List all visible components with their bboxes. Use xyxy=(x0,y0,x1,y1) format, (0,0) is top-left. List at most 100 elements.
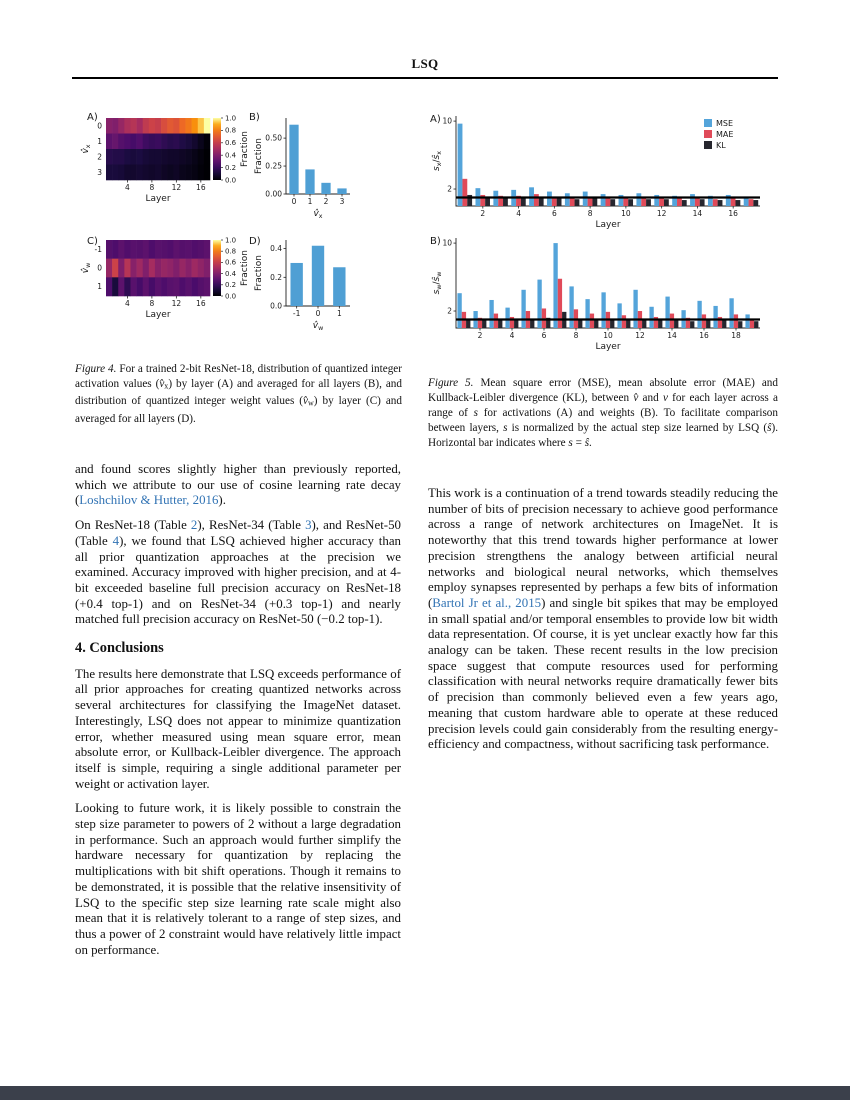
svg-text:A): A) xyxy=(430,114,441,125)
svg-text:14: 14 xyxy=(693,209,703,218)
figure4-panels: A) 0 1 2 3 4 8 12 16 Layer v̂x 1.0 0.8 0.6 0.4 0.2 0.0 Fr… xyxy=(73,104,405,358)
svg-text:B): B) xyxy=(249,112,260,123)
svg-text:1: 1 xyxy=(97,282,102,291)
svg-text:0.6: 0.6 xyxy=(225,259,237,267)
paragraph: The results here demonstrate that LSQ ex… xyxy=(75,666,401,791)
svg-text:4: 4 xyxy=(125,299,130,308)
svg-text:v̂x: v̂x xyxy=(313,208,322,220)
svg-text:Layer: Layer xyxy=(145,310,170,320)
svg-text:12: 12 xyxy=(657,209,667,218)
svg-text:KL: KL xyxy=(716,141,726,150)
svg-text:8: 8 xyxy=(149,183,154,192)
figure5-caption: Figure 5. Mean square error (MSE), mean … xyxy=(428,377,778,449)
svg-text:12: 12 xyxy=(635,331,645,340)
svg-text:Layer: Layer xyxy=(145,194,170,204)
svg-text:2: 2 xyxy=(447,307,452,316)
citation-link[interactable]: 2 xyxy=(190,518,198,533)
svg-text:8: 8 xyxy=(149,299,154,308)
svg-text:14: 14 xyxy=(667,331,677,340)
svg-text:0.25: 0.25 xyxy=(265,162,282,171)
citation-link[interactable]: Loshchilov & Hutter, 2016 xyxy=(79,493,219,508)
svg-text:MSE: MSE xyxy=(716,119,733,128)
svg-text:0.2: 0.2 xyxy=(225,164,236,172)
svg-text:MAE: MAE xyxy=(716,130,733,139)
bottom-bar xyxy=(0,1086,850,1100)
svg-text:0.8: 0.8 xyxy=(225,248,236,256)
svg-text:2: 2 xyxy=(324,197,329,206)
svg-text:0.2: 0.2 xyxy=(270,273,282,282)
svg-text:4: 4 xyxy=(510,331,515,340)
paragraph: On ResNet-18 (Table 2), ResNet-34 (Table… xyxy=(75,518,401,627)
header-rule xyxy=(72,77,778,79)
svg-text:2: 2 xyxy=(480,209,485,218)
paragraph: and found scores slightly higher than pr… xyxy=(75,462,401,508)
svg-text:1.0: 1.0 xyxy=(225,114,236,122)
svg-text:v̂w: v̂w xyxy=(80,263,92,273)
svg-text:3: 3 xyxy=(97,168,102,177)
svg-text:1: 1 xyxy=(337,309,342,318)
svg-text:v̂x: v̂x xyxy=(80,144,92,153)
section-heading: 4. Conclusions xyxy=(75,640,164,657)
figure4-caption: Figure 4. For a trained 2-bit ResNet-18,… xyxy=(75,363,402,425)
svg-text:0.0: 0.0 xyxy=(225,292,236,300)
svg-text:16: 16 xyxy=(728,209,738,218)
svg-text:v̂w: v̂w xyxy=(313,320,323,332)
svg-text:0.4: 0.4 xyxy=(225,270,237,278)
svg-text:16: 16 xyxy=(699,331,709,340)
svg-text:10: 10 xyxy=(603,331,613,340)
svg-text:-1: -1 xyxy=(95,245,103,254)
svg-text:Fraction: Fraction xyxy=(240,250,250,286)
citation-link[interactable]: 4 xyxy=(112,533,120,548)
svg-text:0.8: 0.8 xyxy=(225,127,236,135)
svg-text:0.6: 0.6 xyxy=(225,139,237,147)
svg-text:3: 3 xyxy=(340,197,345,206)
svg-text:1: 1 xyxy=(308,197,313,206)
svg-text:1: 1 xyxy=(97,137,102,146)
citation-link[interactable]: Bartol Jr et al., 2015 xyxy=(432,595,542,610)
svg-text:Layer: Layer xyxy=(595,342,620,352)
svg-text:0.4: 0.4 xyxy=(270,244,282,253)
svg-text:Fraction: Fraction xyxy=(254,138,264,174)
svg-text:2: 2 xyxy=(447,185,452,194)
svg-text:Layer: Layer xyxy=(595,220,620,230)
svg-text:2: 2 xyxy=(478,331,483,340)
svg-text:10: 10 xyxy=(442,117,452,126)
svg-text:-1: -1 xyxy=(293,309,301,318)
svg-text:Fraction: Fraction xyxy=(254,255,264,291)
svg-text:D): D) xyxy=(249,236,261,247)
svg-text:0.0: 0.0 xyxy=(270,302,282,311)
svg-text:0.4: 0.4 xyxy=(225,152,237,160)
svg-text:sx/ŝx: sx/ŝx xyxy=(431,151,443,171)
svg-text:2: 2 xyxy=(97,152,102,161)
svg-text:0: 0 xyxy=(292,197,297,206)
running-head-title: LSQ xyxy=(411,56,439,71)
figure5-chart: A) 2 10 2 4 6 8 10 12 14 16 Layer sx/ŝx MSE MAE KL B) 2 10… xyxy=(430,114,760,352)
svg-text:0.2: 0.2 xyxy=(225,281,236,289)
right-column: This work is a continuation of a trend t… xyxy=(428,486,778,762)
svg-text:12: 12 xyxy=(172,183,182,192)
svg-text:0.00: 0.00 xyxy=(265,190,282,199)
svg-text:0: 0 xyxy=(97,121,102,130)
svg-text:0: 0 xyxy=(97,264,102,273)
svg-text:16: 16 xyxy=(196,299,206,308)
figure5-panels: A) 2 10 2 4 6 8 10 12 14 16 Layer sx/ŝx MSE MAE KL B) 2 10… xyxy=(426,104,780,360)
citation-link[interactable]: 3 xyxy=(305,518,312,533)
svg-text:12: 12 xyxy=(172,299,182,308)
svg-text:sw/ŝw: sw/ŝw xyxy=(431,272,443,295)
svg-text:1.0: 1.0 xyxy=(225,236,236,244)
svg-text:18: 18 xyxy=(731,331,741,340)
svg-text:4: 4 xyxy=(125,183,130,192)
svg-text:Fraction: Fraction xyxy=(240,131,250,167)
svg-text:0.0: 0.0 xyxy=(225,176,236,184)
svg-text:10: 10 xyxy=(621,209,631,218)
paragraph: Looking to future work, it is likely pos… xyxy=(75,801,401,957)
svg-text:0.50: 0.50 xyxy=(265,134,282,143)
svg-text:8: 8 xyxy=(588,209,593,218)
paragraph: This work is a continuation of a trend t… xyxy=(428,486,778,752)
svg-text:16: 16 xyxy=(196,183,206,192)
left-column: and found scores slightly higher than pr… xyxy=(75,462,401,967)
svg-text:6: 6 xyxy=(542,331,547,340)
svg-text:C): C) xyxy=(87,236,98,247)
